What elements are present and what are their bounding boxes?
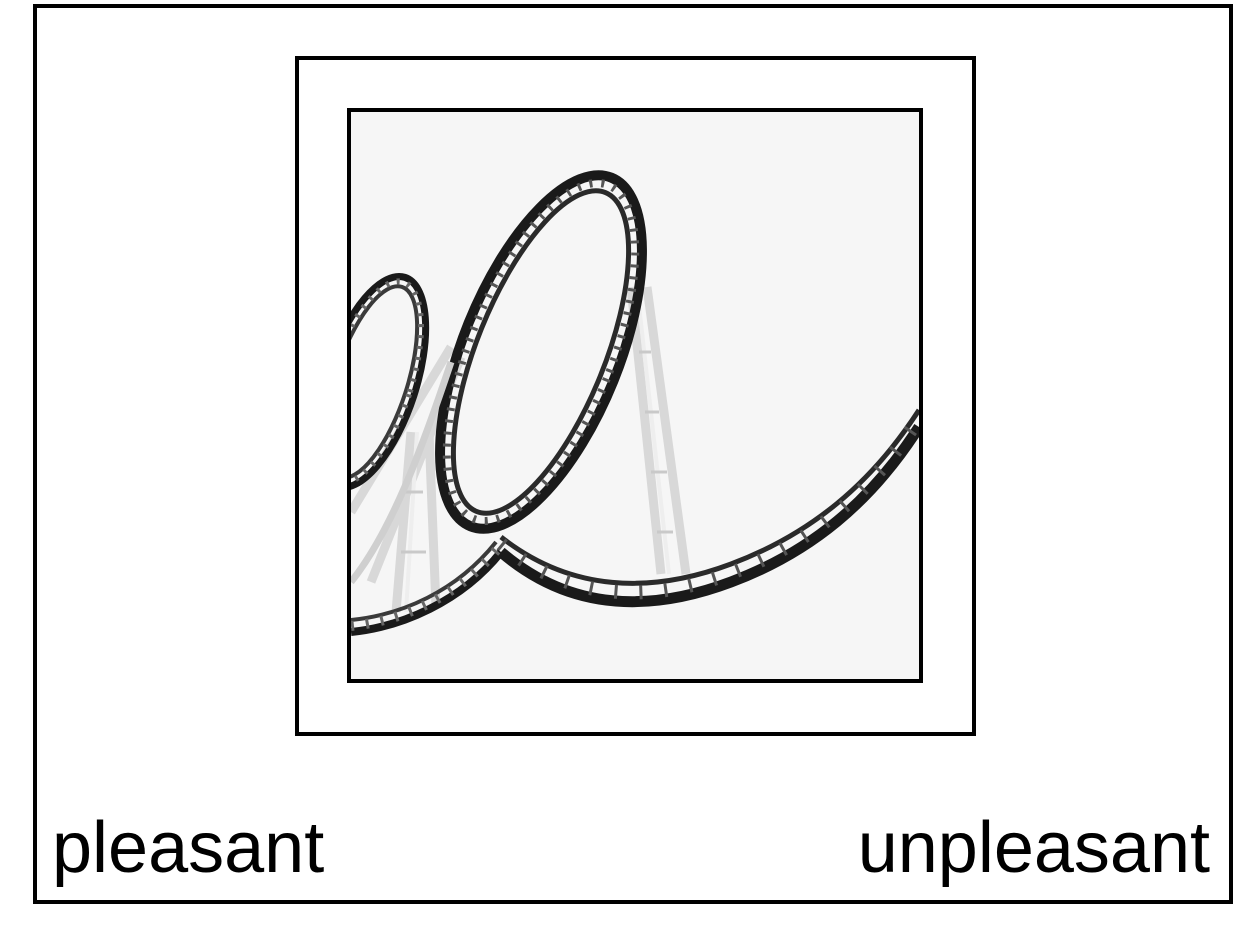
roller-coaster-image [351,170,919,636]
rating-label-pleasant: pleasant [52,808,325,888]
stimulus-image [347,108,923,683]
rating-label-unpleasant: unpleasant [857,808,1210,888]
coaster-second-loop [351,272,430,492]
coaster-track [351,360,919,636]
